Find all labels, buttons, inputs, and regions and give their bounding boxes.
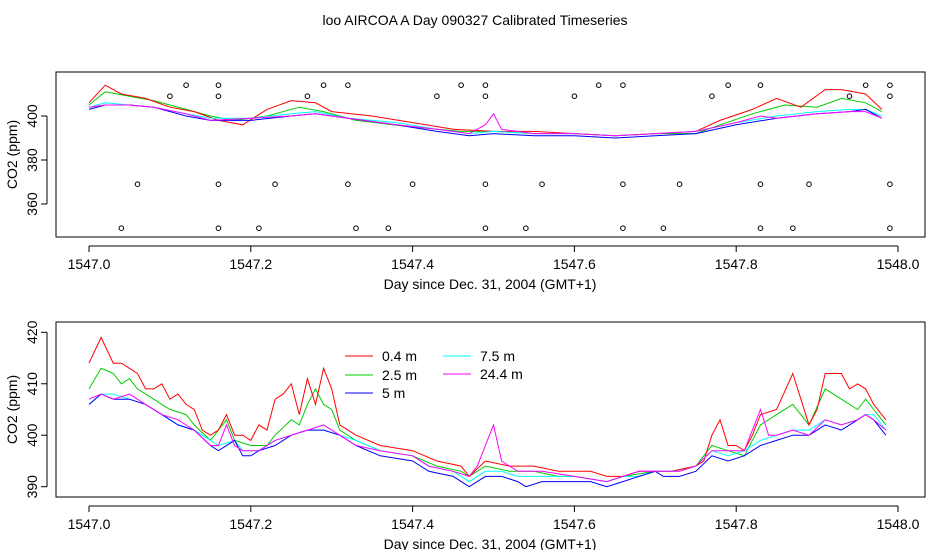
x-tick-label: 1548.0 bbox=[877, 256, 920, 272]
marker-point bbox=[215, 82, 222, 88]
x-tick-label: 1547.8 bbox=[715, 516, 758, 532]
plot-frame bbox=[55, 321, 926, 498]
marker-point bbox=[482, 82, 489, 88]
marker-point bbox=[345, 82, 351, 88]
marker-point bbox=[523, 225, 529, 231]
marker-point bbox=[887, 225, 893, 231]
marker-point bbox=[887, 181, 893, 187]
y-tick-label: 360 bbox=[24, 192, 40, 216]
marker-point bbox=[482, 225, 489, 231]
marker-point bbox=[320, 82, 327, 88]
marker-point bbox=[482, 93, 489, 99]
top-panel: 1547.0 1547.2 1547.4 1547.6 1547.8 1548.0 Day … bbox=[4, 71, 926, 292]
series-line-5-m bbox=[88, 104, 883, 139]
marker-point bbox=[757, 181, 764, 187]
figure-title: loo AIRCOA A Day 090327 Calibrated Times… bbox=[322, 12, 627, 28]
marker-point bbox=[215, 181, 222, 187]
x-axis-label: Day since Dec. 31, 2004 (GMT+1) bbox=[384, 276, 597, 292]
marker-point bbox=[571, 93, 578, 99]
x-tick-label: 1547.8 bbox=[715, 256, 758, 272]
x-axis-label: Day since Dec. 31, 2004 (GMT+1) bbox=[384, 536, 597, 550]
marker-point bbox=[458, 82, 464, 88]
marker-point bbox=[482, 181, 489, 187]
y-tick-label: 400 bbox=[24, 104, 40, 128]
marker-point bbox=[862, 82, 869, 88]
marker-point bbox=[757, 82, 764, 88]
x-tick-label: 1547.6 bbox=[553, 516, 596, 532]
marker-point bbox=[353, 225, 359, 231]
marker-point bbox=[846, 93, 853, 99]
y-tick-label: 390 bbox=[24, 475, 40, 499]
marker-point bbox=[256, 225, 262, 231]
marker-point bbox=[215, 225, 222, 231]
legend-label: 2.5 m bbox=[382, 367, 417, 383]
x-tick-label: 1547.2 bbox=[229, 256, 272, 272]
marker-point bbox=[183, 82, 189, 88]
marker-point bbox=[709, 93, 715, 99]
marker-point bbox=[725, 82, 731, 88]
series-line-0-4-m bbox=[88, 336, 887, 478]
series-line-5-m bbox=[88, 393, 887, 488]
y-tick-label: 400 bbox=[24, 423, 40, 447]
series-line-24-4-m bbox=[88, 393, 887, 483]
marker-point bbox=[887, 93, 893, 99]
legend-label: 7.5 m bbox=[480, 348, 515, 364]
marker-point bbox=[272, 181, 278, 187]
marker-point bbox=[757, 225, 764, 231]
y-axis-label: CO2 (ppm) bbox=[4, 375, 20, 444]
marker-point bbox=[676, 181, 683, 187]
y-axis-label: CO2 (ppm) bbox=[4, 120, 20, 189]
y-tick-label: 380 bbox=[24, 148, 40, 172]
marker-point bbox=[385, 225, 392, 231]
x-tick-label: 1548.0 bbox=[877, 516, 920, 532]
series-line-0-4-m bbox=[88, 84, 883, 137]
marker-point bbox=[134, 181, 141, 187]
legend-label: 0.4 m bbox=[382, 348, 417, 364]
marker-point bbox=[304, 93, 311, 99]
marker-point bbox=[539, 181, 545, 187]
plot-frame bbox=[55, 71, 926, 238]
x-tick-label: 1547.4 bbox=[391, 256, 434, 272]
marker-point bbox=[620, 82, 626, 88]
marker-point bbox=[620, 181, 626, 187]
y-tick-label: 420 bbox=[24, 320, 40, 344]
x-tick-label: 1547.6 bbox=[553, 256, 596, 272]
marker-point bbox=[434, 93, 440, 99]
marker-point bbox=[595, 82, 602, 88]
marker-point bbox=[167, 93, 173, 99]
marker-point bbox=[345, 181, 351, 187]
legend-label: 5 m bbox=[382, 385, 405, 401]
bottom-panel: 1547.0 1547.2 1547.4 1547.6 1547.8 1548.0 Day … bbox=[4, 320, 926, 552]
marker-point bbox=[215, 93, 222, 99]
series-line-7-5-m bbox=[88, 393, 887, 483]
marker-point bbox=[660, 225, 667, 231]
series-line-2-5-m bbox=[88, 367, 887, 483]
y-tick-label: 410 bbox=[24, 372, 40, 396]
marker-point bbox=[806, 181, 812, 187]
marker-point bbox=[118, 225, 125, 231]
x-tick-label: 1547.0 bbox=[68, 256, 111, 272]
series-line-24-4-m bbox=[88, 104, 882, 137]
x-tick-label: 1547.4 bbox=[391, 516, 434, 532]
marker-point bbox=[620, 225, 626, 231]
x-tick-label: 1547.0 bbox=[68, 516, 111, 532]
x-tick-label: 1547.2 bbox=[229, 516, 272, 532]
marker-point bbox=[887, 82, 893, 88]
legend-label: 24.4 m bbox=[480, 366, 523, 382]
marker-point bbox=[790, 225, 796, 231]
marker-point bbox=[409, 181, 416, 187]
